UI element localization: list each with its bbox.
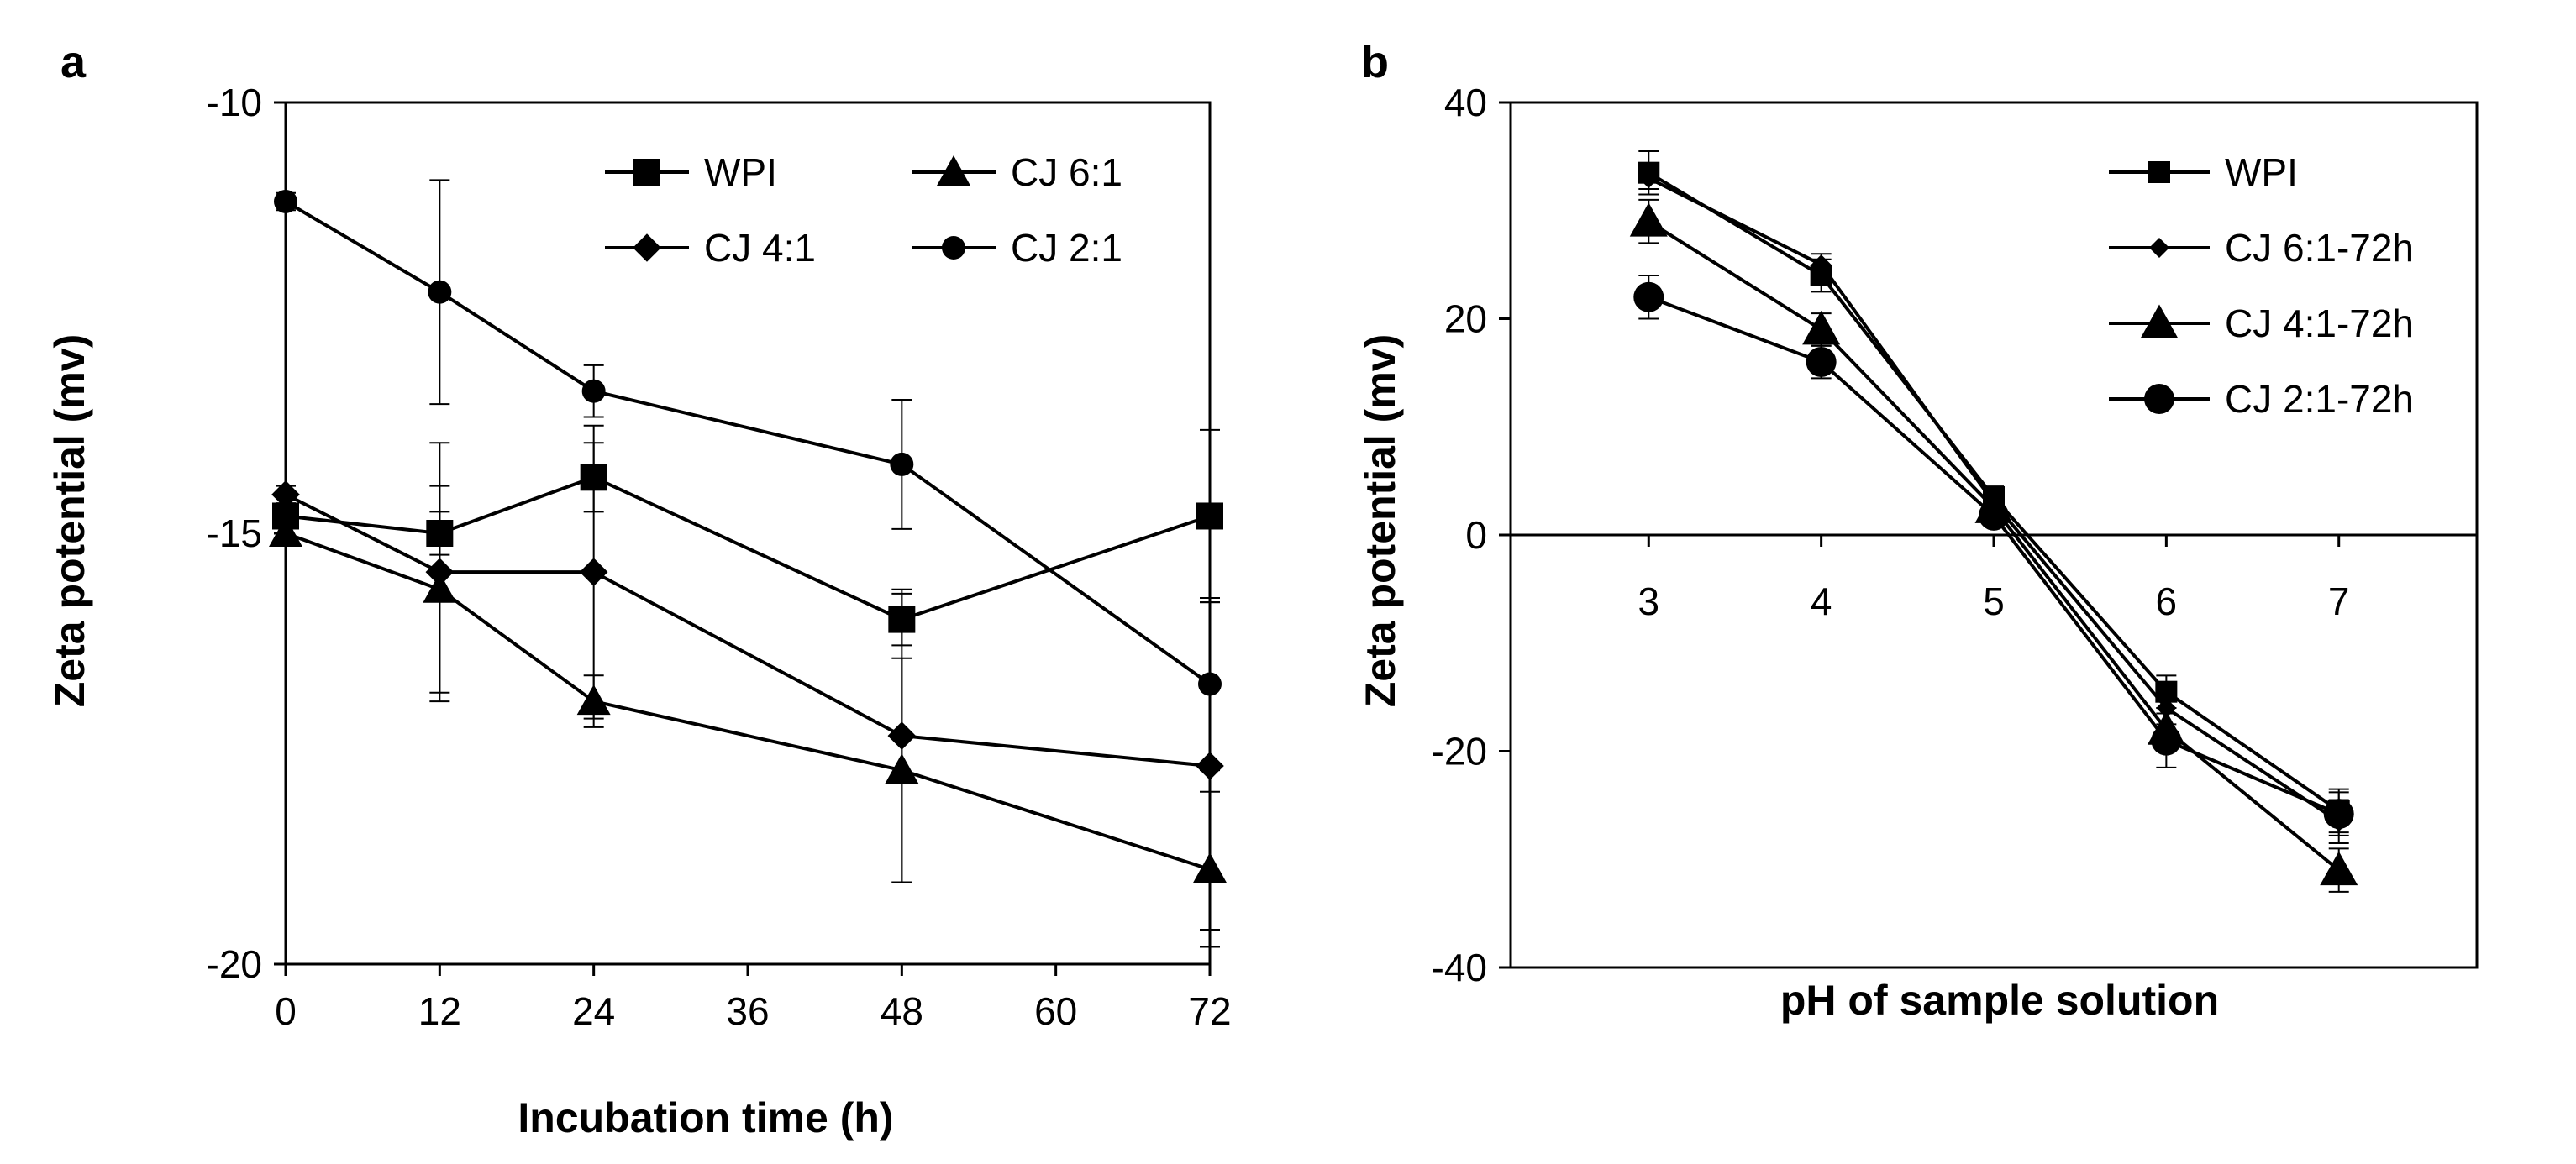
y-tick-label: -20 [207,942,262,986]
data-point-circle [1806,347,1837,377]
data-point-triangle [2320,851,2358,886]
data-point-circle [428,280,452,304]
panel-letter-a: a [60,37,87,87]
x-tick-label: 6 [2156,579,2178,623]
legend-marker-diamond [2149,238,2169,258]
legend-item-cj-4-1: CJ 4:1 [605,226,816,270]
data-point-diamond [1811,254,1832,275]
legend-label: CJ 4:1-72h [2225,301,2414,345]
legend-label: WPI [704,150,777,194]
panel-letter-b: b [1361,37,1389,87]
panel-a-ticks: 0 12 24 36 48 60 72 -10 -15 -20 [207,81,1232,1033]
x-tick-label: 24 [572,989,615,1033]
data-point-diamond [579,558,608,586]
legend-label: CJ 6:1-72h [2225,226,2414,270]
chart-panel-a: a 0 12 24 36 48 60 72 -10 -15 -20 Incubation time… [46,37,1232,1141]
data-point-circle [1979,500,2009,531]
legend-marker-triangle [937,155,970,186]
series-line [1648,295,2340,816]
y-tick-label: -10 [207,81,262,124]
legend-marker-triangle [2140,304,2179,338]
series-cj-4-1 [271,424,1224,931]
legend-item-cj-4-1-72h: CJ 4:1-72h [2109,301,2414,345]
data-point-diamond [425,558,455,586]
x-tick-label: 7 [2328,579,2350,623]
legend-label: WPI [2225,150,2298,194]
legend-label: CJ 6:1 [1011,150,1122,194]
y-tick-label: -20 [1432,730,1487,773]
data-point-diamond [887,721,917,750]
legend-label: CJ 2:1-72h [2225,377,2414,421]
x-tick-label: 60 [1034,989,1077,1033]
legend-marker-square [2148,161,2170,183]
data-point-diamond [1638,168,1659,189]
data-point-triangle [1629,202,1668,237]
panel-a-marks [269,179,1227,948]
legend-marker-circle [2144,384,2174,414]
legend-item-cj-2-1-72h: CJ 2:1-72h [2109,377,2414,421]
legend-item-cj-6-1-72h: CJ 6:1-72h [2109,226,2414,270]
x-tick-label: 12 [418,989,461,1033]
y-tick-label: 20 [1444,297,1487,341]
series-cj-6-1 [269,485,1227,948]
data-point-circle [581,379,606,403]
legend-label: CJ 2:1 [1011,226,1122,270]
legend-item-wpi: WPI [605,150,777,194]
data-point-circle [890,452,914,476]
series-line [285,493,1211,768]
legend-marker-circle [942,236,965,260]
legend-marker-square [633,159,660,186]
legend-label: CJ 4:1 [704,226,816,270]
x-tick-label: 72 [1188,989,1231,1033]
panel-a-x-axis-title: Incubation time (h) [518,1094,893,1141]
series-cj-2-1 [274,179,1222,772]
chart-panel-b: b 3 4 5 6 7 40 20 0 -20 -40 pH of sample solution… [1357,37,2479,1024]
y-tick-label: 0 [1465,513,1487,557]
legend-item-cj-2-1: CJ 2:1 [912,226,1122,270]
x-tick-label: 4 [1811,579,1832,623]
data-point-circle [2323,799,2354,830]
y-tick-label: 40 [1444,81,1487,124]
legend-item-wpi: WPI [2109,150,2298,194]
y-tick-label: -15 [207,511,262,555]
y-tick-label: -40 [1432,946,1487,989]
series-line [285,475,1211,621]
panel-a-legend: WPI CJ 6:1 CJ 4:1 CJ 2:1 [605,150,1122,270]
series-line [284,200,1212,686]
panel-b-ticks: 3 4 5 6 7 40 20 0 -20 -40 [1432,81,2350,989]
panel-b-y-axis-title: Zeta potential (mv) [1357,334,1404,707]
x-tick-label: 0 [275,989,297,1033]
data-point-circle [2151,725,2182,756]
x-tick-label: 36 [726,989,769,1033]
series-cj-2-1-72h [1633,275,2354,836]
x-tick-label: 5 [1983,579,2005,623]
panel-b-x-axis-title: pH of sample solution [1780,977,2219,1024]
panel-a-y-axis-title: Zeta potential (mv) [46,334,93,707]
panel-b-marks [1629,149,2358,893]
x-tick-label: 3 [1638,579,1659,623]
x-tick-label: 48 [881,989,923,1033]
data-point-circle [1633,281,1664,312]
data-point-triangle [1802,310,1841,345]
panel-b-legend: WPI CJ 6:1-72h CJ 4:1-72h CJ 2:1-72h [2109,150,2414,421]
legend-marker-diamond [633,233,661,262]
series-wpi [272,428,1223,647]
legend-item-cj-6-1: CJ 6:1 [912,150,1122,194]
